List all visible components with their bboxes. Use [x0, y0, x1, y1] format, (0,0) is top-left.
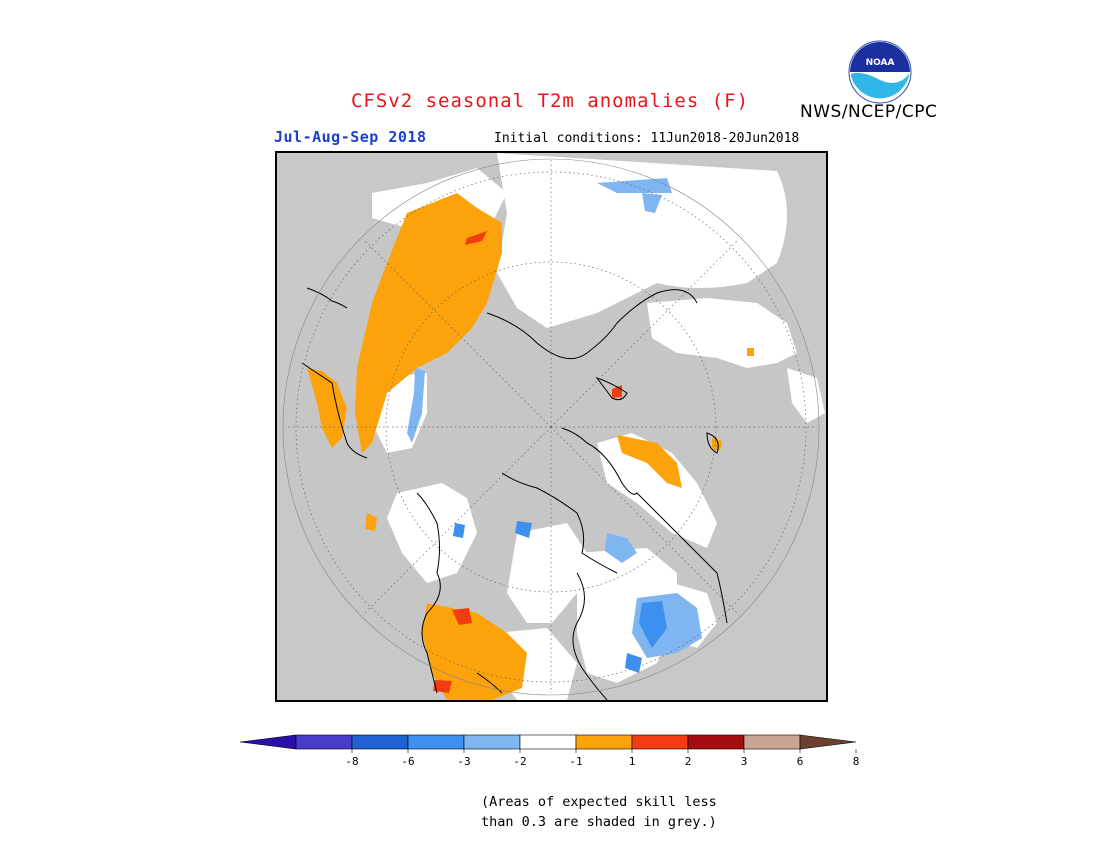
logo-text: NOAA [866, 58, 895, 68]
skill-note: (Areas of expected skill less than 0.3 a… [481, 792, 717, 832]
legend-swatch [743, 734, 801, 750]
period-label: Jul-Aug-Sep 2018 [274, 128, 427, 146]
warm-regions [307, 193, 754, 700]
cool-regions [407, 178, 702, 673]
legend-tick-label: 8 [853, 755, 860, 768]
color-legend: -8 -6 -3 -2 -1 1 2 3 6 8 [239, 734, 859, 768]
legend-tick-label: 6 [797, 755, 804, 768]
noaa-logo: NOAA [848, 40, 912, 104]
skill-note-line2: than 0.3 are shaded in grey.) [481, 814, 717, 830]
legend-tick-label: 1 [629, 755, 636, 768]
legend-tick-label: -1 [569, 755, 582, 768]
legend-tick-label: -3 [457, 755, 470, 768]
legend-swatch-max-arrow [799, 734, 857, 750]
skill-note-line1: (Areas of expected skill less [481, 794, 717, 810]
legend-swatch-min-arrow [239, 734, 297, 750]
legend-swatch [351, 734, 409, 750]
legend-swatch [295, 734, 353, 750]
legend-swatch [519, 734, 577, 750]
legend-tick-label: -6 [401, 755, 414, 768]
polar-map [277, 153, 826, 700]
chart-title: CFSv2 seasonal T2m anomalies (F) [350, 90, 750, 112]
legend-swatch [463, 734, 521, 750]
legend-swatch [631, 734, 689, 750]
legend-tick-label: 3 [741, 755, 748, 768]
legend-ticks: -8 -6 -3 -2 -1 1 2 3 6 8 [345, 749, 859, 768]
map-panel [275, 151, 828, 702]
legend-tick-label: -8 [345, 755, 358, 768]
initial-conditions-label: Initial conditions: 11Jun2018-20Jun2018 [494, 131, 800, 146]
legend-swatch [575, 734, 633, 750]
coastlines [301, 287, 728, 700]
legend-tick-label: 2 [685, 755, 692, 768]
legend-swatch [407, 734, 465, 750]
graticule [285, 159, 817, 693]
organization-label: NWS/NCEP/CPC [800, 102, 938, 122]
legend-swatches [239, 734, 857, 750]
legend-swatch [687, 734, 745, 750]
legend-tick-label: -2 [513, 755, 526, 768]
